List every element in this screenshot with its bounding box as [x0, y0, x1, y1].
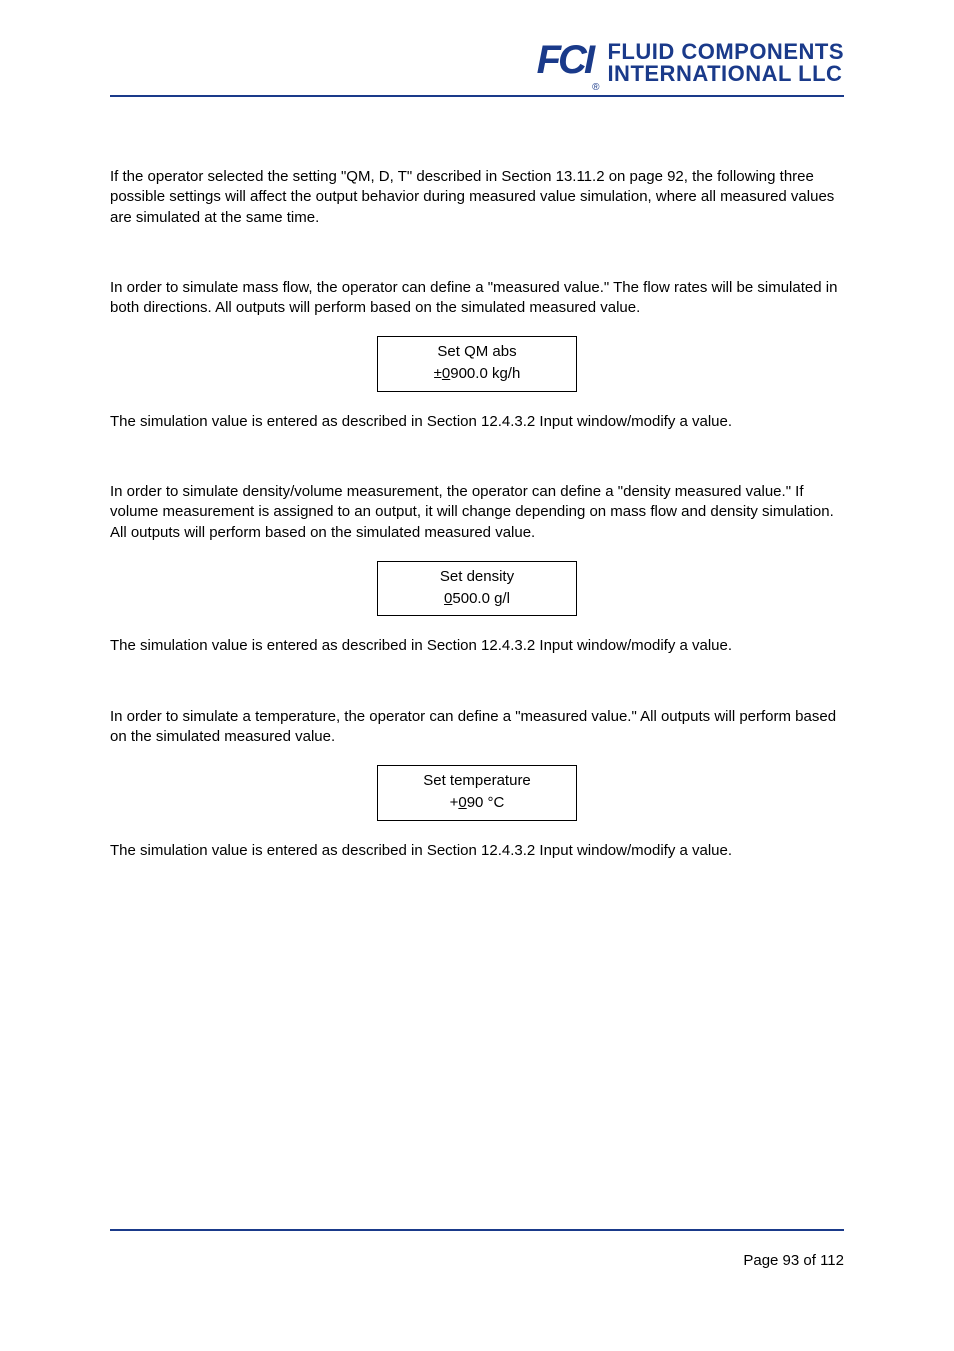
temperature-box-underlined: 0: [458, 794, 466, 811]
density-paragraph-2: The simulation value is entered as descr…: [110, 636, 844, 656]
massflow-box-prefix: ±: [434, 365, 442, 382]
massflow-box-underlined: 0: [442, 365, 450, 382]
density-box-suffix: 500.0 g/l: [452, 590, 510, 607]
massflow-box-suffix: 900.0 kg/h: [450, 365, 520, 382]
logo-mark-text: FCI: [537, 38, 592, 82]
page-number: Page 93 of 112: [743, 1251, 844, 1271]
page: FCI® FLUID COMPONENTS INTERNATIONAL LLC …: [0, 0, 954, 1351]
registered-icon: ®: [592, 82, 599, 93]
massflow-display-box: Set QM abs ±0900.0 kg/h: [377, 336, 577, 392]
logo-mark: FCI®: [537, 40, 600, 85]
temperature-paragraph-1: In order to simulate a temperature, the …: [110, 707, 844, 748]
density-display-box: Set density 0500.0 g/l: [377, 561, 577, 617]
company-logo: FCI® FLUID COMPONENTS INTERNATIONAL LLC: [537, 40, 844, 85]
density-box-line2: 0500.0 g/l: [378, 588, 576, 610]
logo-text: FLUID COMPONENTS INTERNATIONAL LLC: [607, 41, 844, 85]
density-section: In order to simulate density/volume meas…: [110, 482, 844, 657]
massflow-box-line2: ±0900.0 kg/h: [378, 363, 576, 385]
logo-line1: FLUID COMPONENTS: [607, 41, 844, 63]
massflow-section: In order to simulate mass flow, the oper…: [110, 278, 844, 432]
intro-paragraph: If the operator selected the setting "QM…: [110, 167, 844, 228]
density-paragraph-1: In order to simulate density/volume meas…: [110, 482, 844, 543]
massflow-paragraph-1: In order to simulate mass flow, the oper…: [110, 278, 844, 319]
temperature-box-line2: +090 °C: [378, 792, 576, 814]
intro-section: If the operator selected the setting "QM…: [110, 167, 844, 228]
temperature-display-box: Set temperature +090 °C: [377, 765, 577, 821]
temperature-section: In order to simulate a temperature, the …: [110, 707, 844, 861]
logo-line2: INTERNATIONAL LLC: [607, 63, 844, 85]
temperature-paragraph-2: The simulation value is entered as descr…: [110, 841, 844, 861]
temperature-box-line1: Set temperature: [378, 770, 576, 792]
footer-rule: [110, 1229, 844, 1231]
page-header: FCI® FLUID COMPONENTS INTERNATIONAL LLC: [110, 40, 844, 97]
massflow-box-line1: Set QM abs: [378, 341, 576, 363]
massflow-paragraph-2: The simulation value is entered as descr…: [110, 412, 844, 432]
density-box-line1: Set density: [378, 566, 576, 588]
temperature-box-suffix: 90 °C: [467, 794, 505, 811]
